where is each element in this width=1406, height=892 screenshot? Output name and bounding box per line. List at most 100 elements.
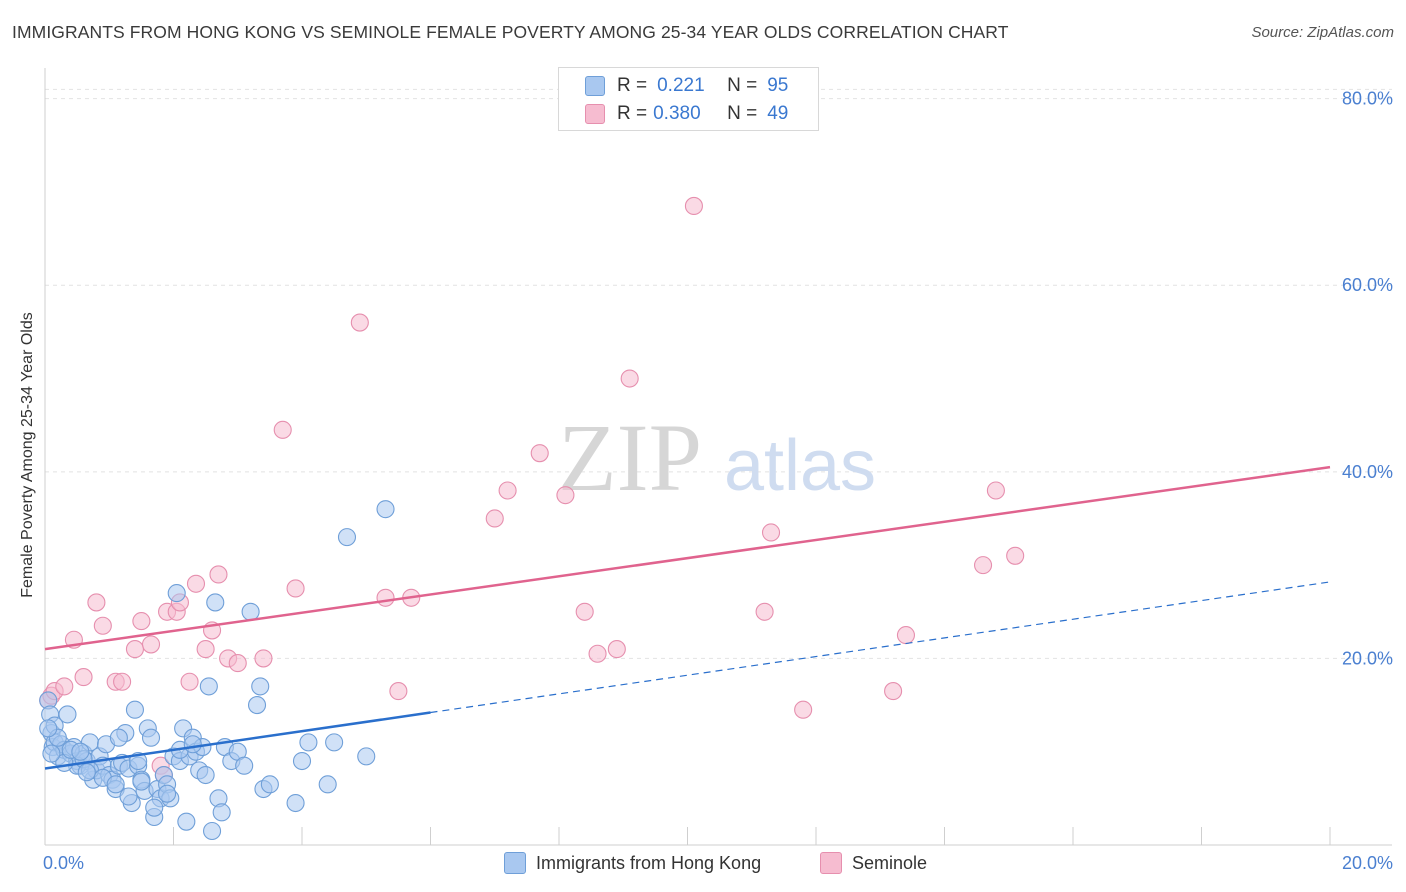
hong-kong-point xyxy=(286,793,305,813)
blue-swatch xyxy=(504,852,526,874)
hong-kong-point xyxy=(318,775,337,794)
hong-kong-trend-extension xyxy=(430,581,1331,714)
correlation-legend: R = 0.221 N = 95 R = 0.380 N = 49 xyxy=(558,67,819,131)
hong-kong-point xyxy=(132,772,151,791)
seminole-point xyxy=(273,420,292,439)
seminole-point xyxy=(986,481,1005,500)
seminole-point xyxy=(794,700,813,719)
grid-lines xyxy=(45,88,1392,659)
axes xyxy=(44,68,1392,846)
seminole-trend-line xyxy=(44,465,1331,651)
hong-kong-point xyxy=(125,700,144,719)
hong-kong-point xyxy=(251,677,270,696)
seminole-point xyxy=(125,640,144,659)
hong-kong-point xyxy=(177,812,196,831)
seminole-point xyxy=(389,682,408,701)
seminole-point xyxy=(620,369,639,388)
seminole-point xyxy=(113,672,132,691)
y-tick-label: 80.0% xyxy=(1342,89,1393,109)
seminole-point xyxy=(186,574,206,593)
seminole-point xyxy=(684,196,703,215)
hong-kong-point xyxy=(337,528,357,547)
n-value: 49 xyxy=(767,103,789,124)
source-label: Source: ZipAtlas.com xyxy=(1251,24,1394,41)
hong-kong-point xyxy=(145,798,164,817)
seminole-points xyxy=(39,196,1025,785)
hong-kong-point xyxy=(71,742,90,761)
r-label: R = xyxy=(617,75,648,96)
x-tick-label: 0.0% xyxy=(43,853,84,873)
y-tick-label: 40.0% xyxy=(1342,462,1393,482)
seminole-point xyxy=(132,612,151,631)
hong-kong-point xyxy=(77,763,96,782)
seminole-point xyxy=(209,565,228,584)
seminole-point xyxy=(607,640,626,659)
hong-kong-point xyxy=(357,747,376,766)
r-value: 0.380 xyxy=(653,103,701,124)
legend-label: Seminole xyxy=(852,852,928,873)
seminole-point xyxy=(1006,546,1025,565)
r-label: R = xyxy=(617,103,648,124)
hong-kong-point xyxy=(299,733,318,752)
trend-lines xyxy=(44,465,1331,770)
hong-kong-point xyxy=(206,593,225,612)
chart-title: IMMIGRANTS FROM HONG KONG VS SEMINOLE FE… xyxy=(12,22,1009,42)
hong-kong-point xyxy=(42,744,61,763)
hong-kong-point xyxy=(167,584,186,603)
seminole-point xyxy=(755,602,774,621)
blue-swatch xyxy=(585,76,605,96)
seminole-point xyxy=(87,593,106,612)
seminole-point xyxy=(350,313,369,332)
x-tick-label: 20.0% xyxy=(1342,853,1393,873)
seminole-point xyxy=(896,626,916,645)
seminole-point xyxy=(556,486,575,505)
y-tick-label: 60.0% xyxy=(1342,275,1393,295)
seminole-point xyxy=(498,481,517,500)
hong-kong-point xyxy=(292,751,312,771)
seminole-point xyxy=(588,644,607,663)
seminole-point xyxy=(530,444,549,463)
hong-kong-point xyxy=(241,602,260,621)
seminole-point xyxy=(55,677,74,696)
hong-kong-point xyxy=(260,775,279,794)
hong-kong-trend-line xyxy=(44,711,431,770)
watermark: ZIP atlas xyxy=(558,404,876,511)
seminole-point xyxy=(228,654,247,673)
hong-kong-point xyxy=(203,821,222,841)
n-label: N = xyxy=(727,103,758,124)
tick-labels: 20.0% 40.0% 60.0% 80.0% 0.0% 20.0% xyxy=(43,89,1393,873)
hong-kong-point xyxy=(325,733,344,752)
legend-row-seminole: R = 0.380 N = 49 xyxy=(585,101,788,127)
hong-kong-point xyxy=(212,803,231,822)
seminole-point xyxy=(180,672,199,691)
pink-swatch xyxy=(820,852,842,874)
seminole-point xyxy=(254,649,273,668)
hong-kong-point xyxy=(376,500,395,519)
seminole-point xyxy=(761,523,781,542)
seminole-point xyxy=(93,616,112,635)
legend-item-hong-kong: Immigrants from Hong Kong xyxy=(504,852,761,874)
seminole-point xyxy=(575,602,594,621)
hong-kong-point xyxy=(247,696,267,715)
seminole-point xyxy=(74,668,93,687)
hong-kong-point xyxy=(39,719,58,738)
hong-kong-point xyxy=(183,735,202,754)
watermark-atlas: atlas xyxy=(724,426,876,506)
hong-kong-point xyxy=(141,728,161,747)
legend-row-hong-kong: R = 0.221 N = 95 xyxy=(585,73,788,99)
seminole-point xyxy=(884,682,903,701)
legend-label: Immigrants from Hong Kong xyxy=(536,852,762,873)
seminole-point xyxy=(376,588,395,607)
seminole-point xyxy=(485,509,504,528)
watermark-zip: ZIP xyxy=(558,404,702,511)
hong-kong-point xyxy=(106,775,125,794)
hong-kong-point xyxy=(199,677,218,696)
hong-kong-point xyxy=(58,705,77,724)
seminole-point xyxy=(973,556,993,575)
hong-kong-points xyxy=(39,500,395,841)
hong-kong-point xyxy=(119,787,138,806)
pink-swatch xyxy=(585,104,605,124)
n-value: 95 xyxy=(767,75,789,96)
hong-kong-point xyxy=(196,765,215,785)
